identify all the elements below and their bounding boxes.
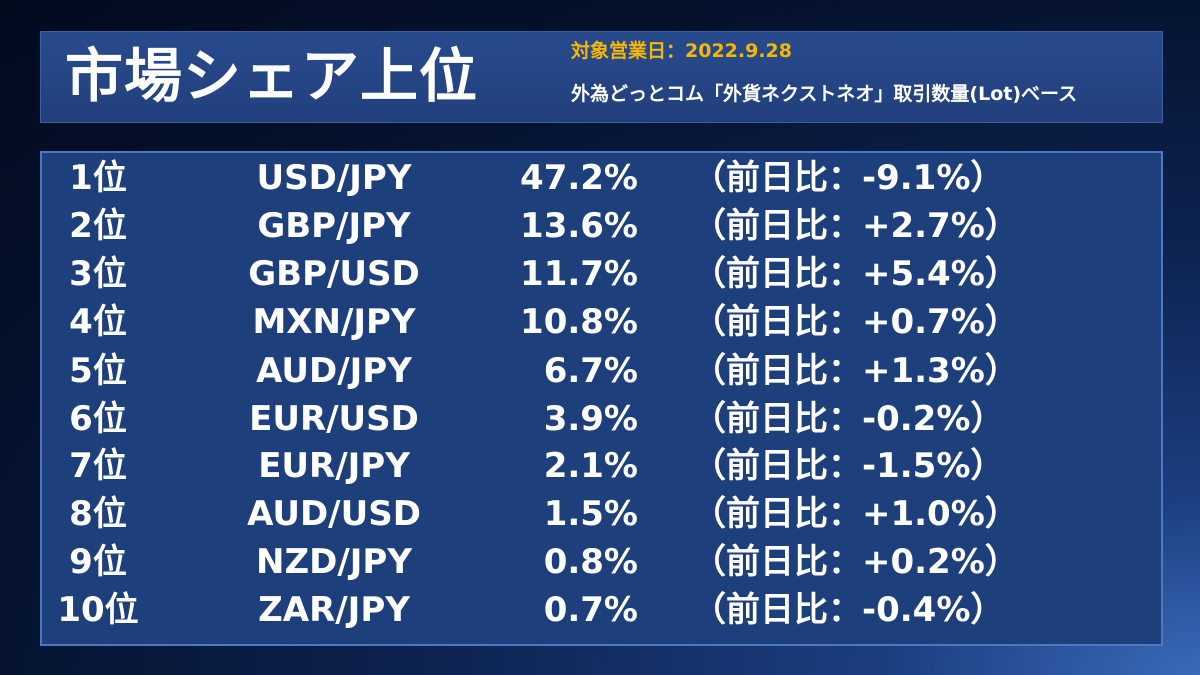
rank-label: 3位 xyxy=(69,254,127,294)
day-over-day-change: （前日比：+1.0%） xyxy=(692,494,1019,534)
day-over-day-change: （前日比：+1.3%） xyxy=(692,351,1019,391)
ranking-row-1: 1位 USD/JPY 47.2% （前日比：-9.1%） xyxy=(42,154,1161,202)
market-share: 3.9% xyxy=(543,399,638,439)
market-share: 47.2% xyxy=(520,158,638,198)
ranking-row-5: 5位 AUD/JPY 6.7% （前日比：+1.3%） xyxy=(42,347,1161,395)
market-share: 6.7% xyxy=(543,351,638,391)
currency-pair: ZAR/JPY xyxy=(258,590,410,630)
market-share: 10.8% xyxy=(520,302,638,342)
market-share: 11.7% xyxy=(520,254,638,294)
currency-pair: USD/JPY xyxy=(256,158,412,198)
currency-pair: NZD/JPY xyxy=(256,542,412,582)
ranking-row-8: 8位 AUD/USD 1.5% （前日比：+1.0%） xyxy=(42,490,1161,538)
day-over-day-change: （前日比：-0.2%） xyxy=(692,399,1005,439)
ranking-row-7: 7位 EUR/JPY 2.1% （前日比：-1.5%） xyxy=(42,442,1161,490)
currency-pair: MXN/JPY xyxy=(252,302,416,342)
ranking-row-10: 10位 ZAR/JPY 0.7% （前日比：-0.4%） xyxy=(42,586,1161,634)
ranking-row-6: 6位 EUR/USD 3.9% （前日比：-0.2%） xyxy=(42,395,1161,443)
currency-pair: AUD/USD xyxy=(247,494,421,534)
rank-label: 5位 xyxy=(69,351,127,391)
rank-label: 2位 xyxy=(69,206,127,246)
ranking-row-3: 3位 GBP/USD 11.7% （前日比：+5.4%） xyxy=(42,250,1161,298)
rank-label: 7位 xyxy=(69,446,127,486)
market-share: 0.8% xyxy=(543,542,638,582)
ranking-table: 1位 USD/JPY 47.2% （前日比：-9.1%） 2位 GBP/JPY … xyxy=(40,151,1163,646)
market-share: 1.5% xyxy=(543,494,638,534)
day-over-day-change: （前日比：+0.7%） xyxy=(692,302,1019,342)
business-date-label: 対象営業日：2022.9.28 xyxy=(571,40,792,62)
currency-pair: GBP/JPY xyxy=(257,206,411,246)
day-over-day-change: （前日比：-1.5%） xyxy=(692,446,1005,486)
currency-pair: AUD/JPY xyxy=(256,351,412,391)
rank-label: 6位 xyxy=(69,399,127,439)
rank-label: 4位 xyxy=(69,302,127,342)
currency-pair: GBP/USD xyxy=(248,254,420,294)
market-share: 0.7% xyxy=(543,590,638,630)
day-over-day-change: （前日比：+5.4%） xyxy=(692,254,1019,294)
rank-label: 1位 xyxy=(69,158,127,198)
rank-label: 9位 xyxy=(69,542,127,582)
market-share: 13.6% xyxy=(520,206,638,246)
page-title: 市場シェア上位 xyxy=(65,42,479,110)
day-over-day-change: （前日比：-9.1%） xyxy=(692,158,1005,198)
rank-label: 8位 xyxy=(69,494,127,534)
ranking-row-4: 4位 MXN/JPY 10.8% （前日比：+0.7%） xyxy=(42,298,1161,346)
ranking-row-2: 2位 GBP/JPY 13.6% （前日比：+2.7%） xyxy=(42,202,1161,250)
data-basis-description: 外為どっとコム「外貨ネクストネオ」取引数量(Lot)ベース xyxy=(571,83,1078,105)
market-share: 2.1% xyxy=(543,446,638,486)
day-over-day-change: （前日比：+0.2%） xyxy=(692,542,1019,582)
day-over-day-change: （前日比：+2.7%） xyxy=(692,206,1019,246)
header-panel: 市場シェア上位 対象営業日：2022.9.28 外為どっとコム「外貨ネクストネオ… xyxy=(40,31,1163,123)
rank-label: 10位 xyxy=(57,590,139,630)
day-over-day-change: （前日比：-0.4%） xyxy=(692,590,1005,630)
currency-pair: EUR/USD xyxy=(249,399,419,439)
ranking-row-9: 9位 NZD/JPY 0.8% （前日比：+0.2%） xyxy=(42,538,1161,586)
currency-pair: EUR/JPY xyxy=(258,446,410,486)
